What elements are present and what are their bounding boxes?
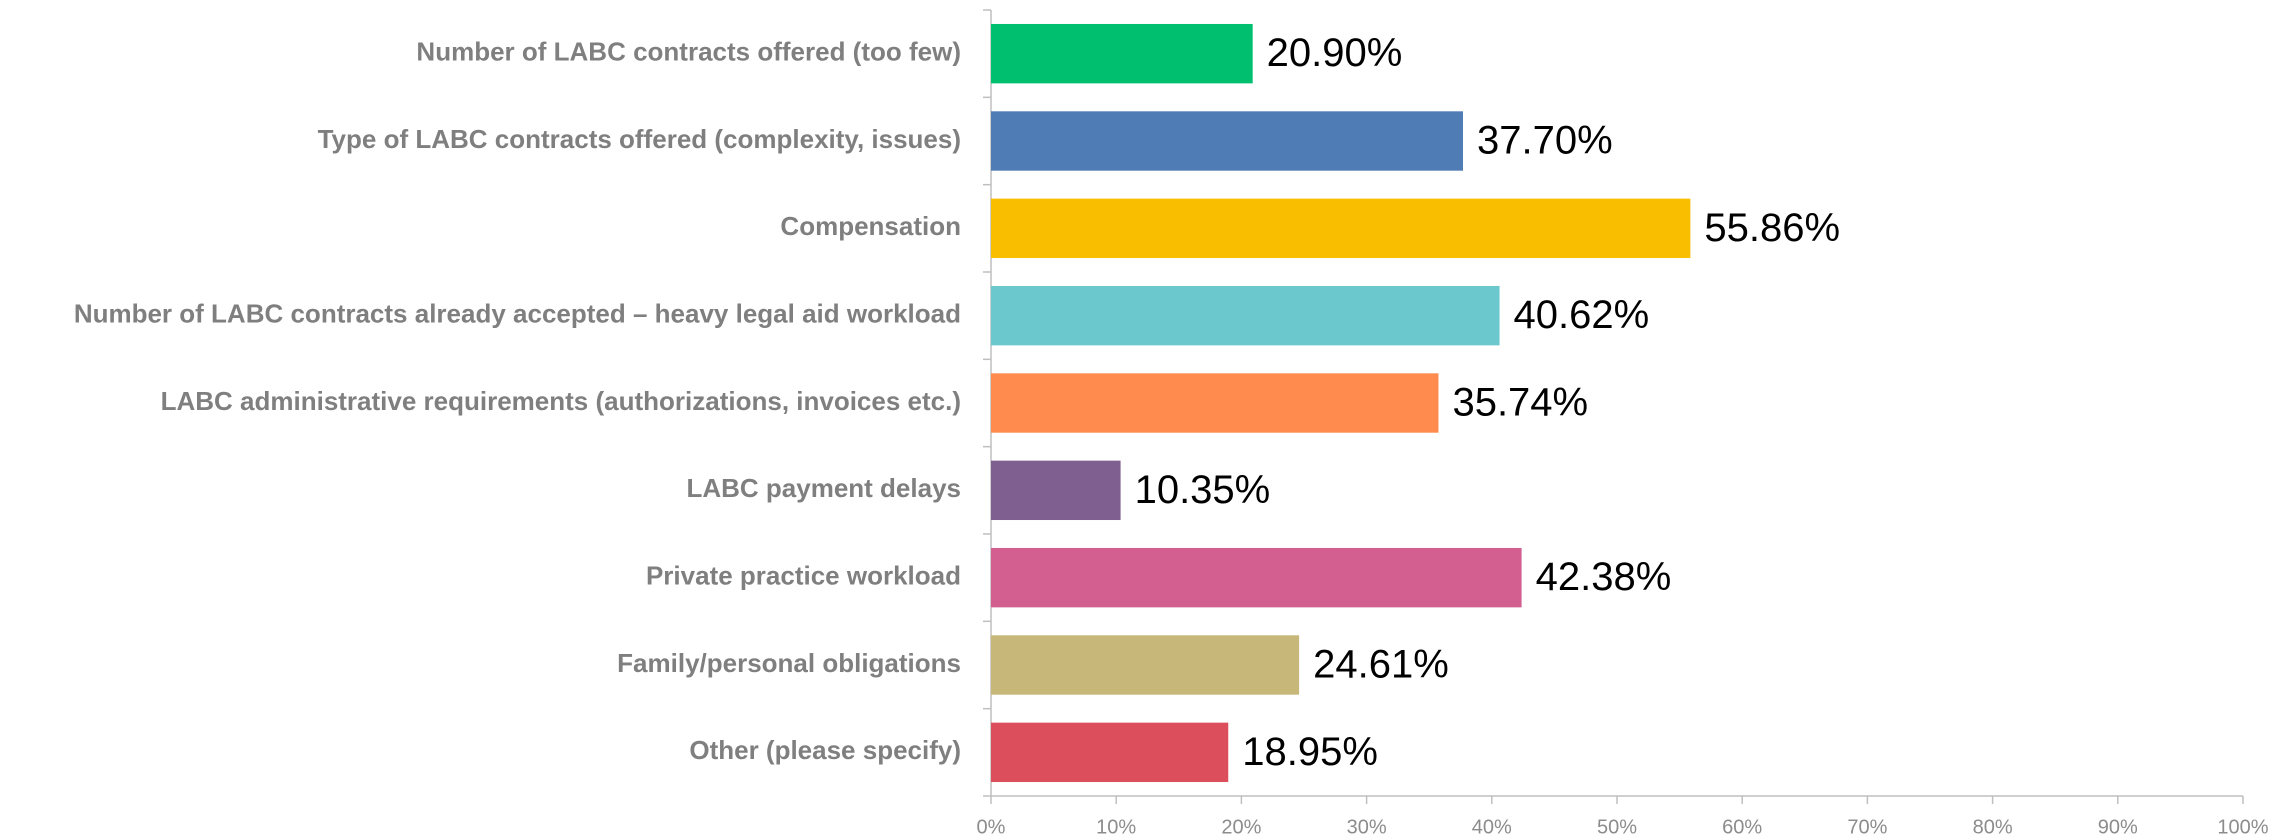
bar — [991, 198, 1691, 259]
category-label: LABC administrative requirements (author… — [161, 386, 961, 416]
category-label: Private practice workload — [646, 561, 961, 591]
bar — [991, 373, 1439, 433]
bar — [991, 460, 1121, 521]
x-tick-label: 100% — [2217, 816, 2268, 838]
value-label: 20.90% — [1267, 31, 1403, 75]
value-label: 35.74% — [1452, 381, 1588, 425]
category-label: Other (please specify) — [689, 735, 961, 765]
bar — [991, 635, 1300, 695]
category-label: Number of LABC contracts offered (too fe… — [416, 37, 961, 67]
bar — [991, 23, 1253, 84]
x-tick-label: 80% — [1973, 816, 2013, 838]
value-label: 40.62% — [1514, 293, 1650, 337]
x-tick-label: 50% — [1597, 816, 1637, 838]
value-label: 18.95% — [1242, 730, 1378, 774]
x-tick-label: 30% — [1347, 816, 1387, 838]
category-label: Compensation — [780, 211, 961, 241]
category-label: Number of LABC contracts already accepte… — [74, 299, 961, 329]
category-label: Family/personal obligations — [617, 648, 961, 678]
bar — [991, 111, 1464, 171]
bar — [991, 285, 1500, 346]
x-tick-label: 60% — [1722, 816, 1762, 838]
x-tick-label: 40% — [1472, 816, 1512, 838]
x-tick-label: 20% — [1221, 816, 1261, 838]
value-label: 24.61% — [1313, 643, 1449, 687]
bar — [991, 547, 1522, 608]
value-label: 10.35% — [1135, 468, 1271, 512]
value-label: 55.86% — [1704, 206, 1840, 250]
category-label: LABC payment delays — [686, 473, 961, 503]
bar — [991, 722, 1229, 783]
value-label: 42.38% — [1536, 555, 1672, 599]
x-tick-label: 70% — [1847, 816, 1887, 838]
x-tick-label: 10% — [1096, 816, 1136, 838]
category-label: Type of LABC contracts offered (complexi… — [318, 124, 961, 154]
value-label: 37.70% — [1477, 119, 1613, 163]
x-tick-label: 90% — [2098, 816, 2138, 838]
x-tick-label: 0% — [977, 816, 1006, 838]
